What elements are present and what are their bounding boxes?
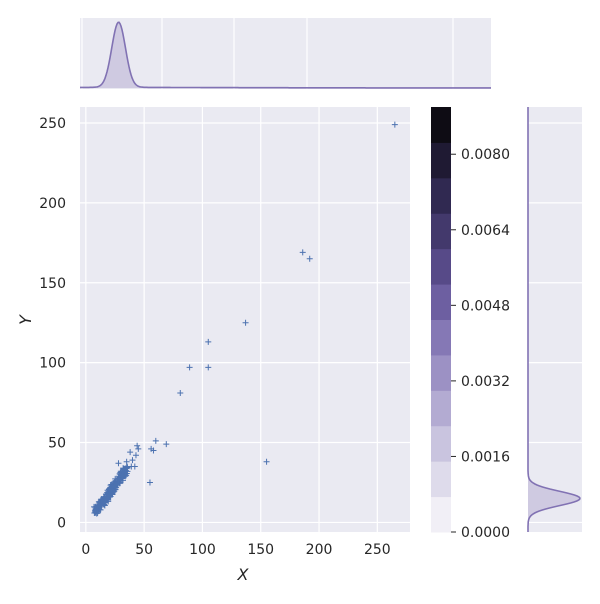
scatter-point [107, 482, 114, 489]
scatter-point [127, 449, 134, 456]
colorbar-tick-label: 0.0064 [461, 223, 510, 239]
colorbar-tick-label: 0.0032 [461, 374, 510, 390]
x-tick-label: 0 [81, 542, 90, 558]
colorbar-tick-label: 0.0000 [461, 525, 510, 541]
colorbar-level [431, 496, 451, 533]
x-tick-label: 50 [135, 542, 153, 558]
scatter-point [391, 121, 398, 128]
scatter-point [115, 460, 122, 467]
colorbar-level [431, 425, 451, 462]
scatter-point [115, 477, 122, 484]
scatter-point [101, 494, 108, 501]
marginal-x-panel [80, 18, 491, 89]
y-tick-label: 50 [48, 436, 66, 452]
colorbar-level [431, 213, 451, 250]
y-tick-label: 200 [39, 196, 66, 212]
scatter-point [299, 249, 306, 256]
scatter-point [117, 468, 124, 475]
scatter-point [102, 491, 109, 498]
scatter-point [114, 480, 121, 487]
scatter-panel: 0 50 100 150 200 250 0 50 100 150 200 250 X Y [16, 107, 410, 584]
y-tick-label: 0 [57, 515, 66, 531]
colorbar-level [431, 354, 451, 391]
scatter-point [120, 465, 127, 472]
colorbar-level [431, 461, 451, 498]
scatter-point [118, 471, 125, 478]
colorbar-level [431, 107, 451, 143]
colorbar-tick-label: 0.0016 [461, 449, 510, 465]
y-tick-label: 150 [39, 276, 66, 292]
scatter-point [104, 487, 111, 494]
y-axis-label: Y [16, 314, 35, 325]
colorbar-tick-label: 0.0048 [461, 298, 510, 314]
scatter-point [306, 255, 313, 262]
scatter-point [129, 457, 136, 464]
colorbar-tick-label: 0.0080 [461, 147, 510, 163]
colorbar-level [431, 284, 451, 320]
scatter-point [93, 510, 100, 517]
y-tick-label: 100 [39, 356, 66, 372]
scatter-point [134, 442, 141, 449]
scatter-point [152, 437, 159, 444]
scatter-point [242, 319, 249, 326]
scatter-point [186, 364, 193, 371]
colorbar-level [431, 142, 451, 179]
scatter-point [112, 475, 119, 482]
x-tick-label: 250 [364, 542, 391, 558]
x-tick-label: 150 [247, 542, 274, 558]
marginal-y-kde-fill [528, 107, 580, 532]
colorbar-level [431, 248, 451, 285]
scatter-point [150, 447, 157, 454]
scatter-point [205, 364, 212, 371]
scatter-point [96, 502, 103, 509]
marginal-x-background [80, 18, 491, 89]
scatter-point [108, 486, 115, 493]
marginal-y-background [528, 107, 582, 532]
x-tick-label: 100 [189, 542, 216, 558]
scatter-point [263, 458, 270, 465]
scatter-point [132, 452, 139, 459]
colorbar-level [431, 390, 451, 427]
scatter-point [205, 338, 212, 345]
x-axis-label: X [237, 565, 250, 584]
scatter-point [123, 458, 130, 465]
scatter-point [91, 503, 98, 510]
scatter-point [94, 503, 101, 510]
marginal-y-kde-line [527, 107, 581, 532]
scatter-point [135, 445, 142, 452]
scatter-point [113, 484, 120, 491]
colorbar-level [431, 319, 451, 356]
scatter-point [177, 389, 184, 396]
scatter-point [101, 502, 108, 509]
colorbar: 0.0000 0.0016 0.0032 0.0048 0.0064 0.0080 [431, 107, 510, 541]
colorbar-level [431, 177, 451, 214]
x-tick-label: 200 [306, 542, 333, 558]
scatter-point [100, 499, 107, 506]
marginal-y-panel [527, 107, 582, 532]
marginal-x-kde-line [80, 21, 491, 89]
scatter-point [146, 479, 153, 486]
scatter-point [163, 441, 170, 448]
scatter-background [80, 107, 410, 532]
scatter-point [128, 463, 135, 470]
y-tick-label: 250 [39, 116, 66, 132]
